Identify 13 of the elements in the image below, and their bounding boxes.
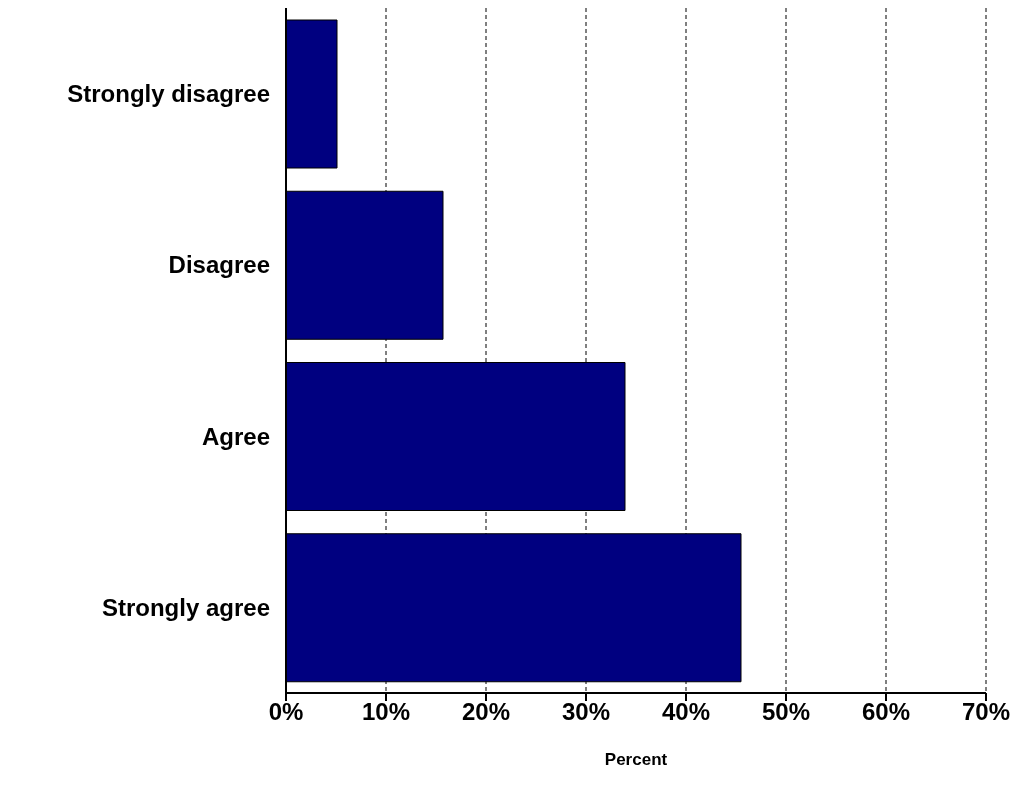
x-tick-label: 40% [661, 698, 711, 726]
x-tick-label: 30% [561, 698, 611, 726]
x-tick-label: 50% [761, 698, 811, 726]
x-tick-label: 60% [861, 698, 911, 726]
x-tick-label: 10% [361, 698, 411, 726]
y-tick-label: Disagree [168, 251, 270, 279]
x-axis-title: Percent [604, 750, 668, 769]
y-tick-label: Strongly agree [101, 593, 270, 621]
x-tick-label: 0% [268, 698, 304, 726]
x-tick-label: 70% [961, 698, 1011, 726]
y-tick-label: Strongly disagree [67, 80, 270, 108]
y-tick-label: Agree [201, 422, 270, 450]
x-tick-label: 20% [461, 698, 511, 726]
